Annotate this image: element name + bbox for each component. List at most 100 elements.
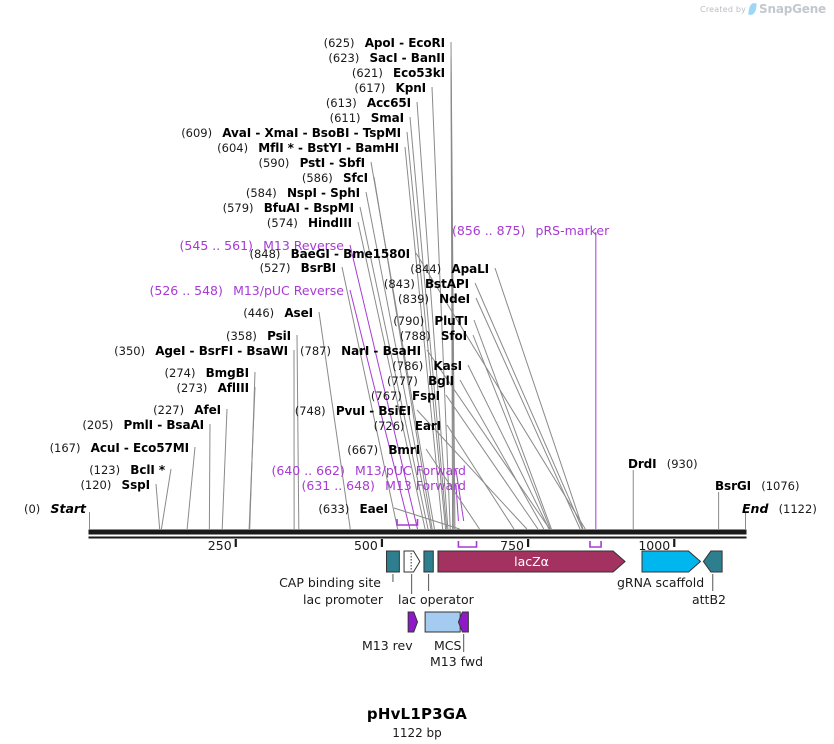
enzyme-label-Acc65I[interactable]: (613) Acc65I bbox=[326, 94, 411, 110]
primer-label-prs-marker[interactable]: (856 .. 875) pRS-marker bbox=[452, 222, 609, 238]
leader-line bbox=[455, 469, 465, 522]
enzyme-label-KasI[interactable]: (786) KasI bbox=[392, 357, 462, 373]
enzyme-label-BmrI[interactable]: (667) BmrI bbox=[347, 441, 420, 457]
caption-grna-scaffold[interactable]: gRNA scaffold bbox=[617, 575, 705, 590]
enzyme-separator: - bbox=[153, 418, 167, 432]
enzyme-label-BsrGI[interactable]: BsrGI (1076) bbox=[715, 477, 799, 493]
leader-line bbox=[416, 409, 528, 530]
primer-label-m13-reverse[interactable]: (545 .. 561) M13 Reverse bbox=[180, 237, 344, 253]
leader-line bbox=[221, 408, 228, 530]
leader-line bbox=[472, 334, 551, 530]
enzyme-label-PsiI[interactable]: (358) PsiI bbox=[226, 327, 291, 343]
enzyme-label-FspI[interactable]: (767) FspI bbox=[371, 387, 440, 403]
leader-line bbox=[318, 311, 351, 530]
enzyme-label-NdeI[interactable]: (839) NdeI bbox=[398, 290, 470, 306]
primer-label-m13-puc-reverse[interactable]: (526 .. 548) M13/pUC Reverse bbox=[150, 282, 344, 298]
enzyme-label-Eco53kI[interactable]: (621) Eco53kI bbox=[352, 64, 445, 80]
enzyme-label-AvaI[interactable]: (609) AvaI - XmaI - BsoBI - TspMI bbox=[181, 124, 401, 140]
caption-lac-operator[interactable]: lac operator bbox=[398, 592, 474, 607]
enzyme-separator: - bbox=[298, 126, 312, 140]
enzyme-name: BstYI bbox=[307, 141, 342, 155]
snapgene-leaf-icon bbox=[748, 2, 757, 16]
enzyme-name: FspI bbox=[412, 389, 440, 403]
enzyme-label-HindIII[interactable]: (574) HindIII bbox=[267, 214, 352, 230]
primer-feature-MCS bbox=[424, 611, 461, 633]
terminal-label: End bbox=[742, 501, 769, 516]
enzyme-name: AgeI bbox=[155, 344, 186, 358]
enzyme-label-ApaLI[interactable]: (844) ApaLI bbox=[410, 260, 489, 276]
enzyme-name: SbfI bbox=[338, 156, 365, 170]
enzyme-label-NarI[interactable]: (787) NarI - BsaHI bbox=[300, 342, 421, 358]
enzyme-separator: - bbox=[251, 126, 265, 140]
feature-lacoperator bbox=[423, 550, 434, 573]
enzyme-position: (839) bbox=[398, 292, 429, 306]
enzyme-label-BmgBI[interactable]: (274) BmgBI bbox=[165, 364, 250, 380]
enzyme-position: (844) bbox=[410, 262, 442, 276]
enzyme-label-SacI[interactable]: (623) SacI - BanII bbox=[328, 49, 445, 65]
enzyme-name: BaeGI bbox=[290, 247, 330, 261]
caption-cap-binding-site[interactable]: CAP binding site bbox=[279, 575, 381, 590]
feature-lacpromoter bbox=[403, 550, 421, 573]
leader-line bbox=[248, 386, 256, 530]
leader-line bbox=[446, 424, 515, 530]
leader-line bbox=[341, 266, 399, 530]
feature-gRNAscaffold bbox=[641, 550, 702, 573]
snapgene-watermark: Created by SnapGene bbox=[700, 2, 826, 16]
enzyme-label-DrdI[interactable]: DrdI (930) bbox=[628, 455, 698, 471]
enzyme-label-SfoI[interactable]: (788) SfoI bbox=[400, 327, 467, 343]
enzyme-position: (623) bbox=[328, 51, 360, 65]
caption-m13-fwd[interactable]: M13 fwd bbox=[430, 654, 484, 669]
enzyme-position: (726) bbox=[373, 419, 405, 433]
plasmid-length: 1122 bp bbox=[392, 726, 442, 740]
enzyme-label-ApoI[interactable]: (625) ApoI - EcoRI bbox=[324, 34, 446, 50]
primer-name: M13 Reverse bbox=[263, 238, 344, 253]
leader-lines bbox=[89, 41, 746, 530]
enzyme-label-NspI[interactable]: (584) NspI - SphI bbox=[246, 184, 360, 200]
terminal-start[interactable]: (0) Start bbox=[24, 500, 86, 516]
enzyme-name: Eco57MI bbox=[133, 441, 189, 455]
ruler-tick-label-250: 250 bbox=[207, 538, 232, 553]
enzyme-label-MflI[interactable]: (604) MflI * - BstYI - BamHI bbox=[217, 139, 399, 155]
caption-attb2[interactable]: attB2 bbox=[692, 592, 726, 607]
enzyme-label-KpnI[interactable]: (617) KpnI bbox=[354, 79, 426, 95]
leader-line bbox=[474, 282, 583, 530]
enzyme-label-AcuI[interactable]: (167) AcuI - Eco57MI bbox=[50, 439, 190, 455]
enzyme-label-PluTI[interactable]: (790) PluTI bbox=[393, 312, 468, 328]
enzyme-label-PstI[interactable]: (590) PstI - SbfI bbox=[258, 154, 365, 170]
enzyme-label-BstAPI[interactable]: (843) BstAPI bbox=[384, 275, 469, 291]
primer-label-m13-puc-forward[interactable]: (640 .. 662) M13/pUC Forward bbox=[271, 462, 466, 478]
leader-line bbox=[359, 206, 429, 530]
enzyme-position: (205) bbox=[82, 418, 114, 432]
enzyme-label-BaeGI[interactable]: (848) BaeGI - Bme1580I bbox=[249, 245, 410, 261]
leader-line bbox=[373, 176, 433, 530]
enzyme-name: BmrI bbox=[388, 443, 420, 457]
enzyme-label-BglI[interactable]: (777) BglI bbox=[387, 372, 454, 388]
enzyme-label-PvuI[interactable]: (748) PvuI - BsiEI bbox=[295, 402, 411, 418]
caption-mcs[interactable]: MCS bbox=[434, 638, 462, 653]
enzyme-name: EarI bbox=[414, 419, 441, 433]
enzyme-name: MflI * bbox=[258, 141, 294, 155]
enzyme-name: BsrFI bbox=[198, 344, 234, 358]
enzyme-label-BfuAI[interactable]: (579) BfuAI - BspMI bbox=[223, 199, 355, 215]
enzyme-label-BsrBI[interactable]: (527) BsrBI bbox=[260, 259, 337, 275]
enzyme-label-PmlI[interactable]: (205) PmlI - BsaAI bbox=[82, 416, 204, 432]
enzyme-label-SfcI[interactable]: (586) SfcI bbox=[302, 169, 368, 185]
enzyme-label-AseI[interactable]: (446) AseI bbox=[243, 304, 313, 320]
enzyme-separator: - bbox=[369, 344, 383, 358]
enzyme-label-AgeI[interactable]: (350) AgeI - BsrFI - BsaWI bbox=[114, 342, 288, 358]
enzyme-label-SspI[interactable]: (120) SspI bbox=[80, 476, 150, 492]
terminal-end[interactable]: End (1122) bbox=[742, 500, 817, 516]
enzyme-label-EaeI[interactable]: (633) EaeI bbox=[318, 500, 388, 516]
caption-m13-rev[interactable]: M13 rev bbox=[362, 638, 413, 653]
caption-lac-promoter[interactable]: lac promoter bbox=[303, 592, 383, 607]
enzyme-label-AfeI[interactable]: (227) AfeI bbox=[153, 401, 221, 417]
leader-line bbox=[459, 379, 545, 530]
enzyme-label-EarI[interactable]: (726) EarI bbox=[374, 417, 441, 433]
primer-label-m13-forward[interactable]: (631 .. 648) M13 Forward bbox=[302, 477, 466, 493]
enzyme-name: EaeI bbox=[359, 502, 389, 516]
enzyme-label-AflIII[interactable]: (273) AflIII bbox=[176, 379, 249, 395]
enzyme-label-SmaI[interactable]: (611) SmaI bbox=[330, 109, 405, 125]
enzyme-position: (790) bbox=[393, 314, 425, 328]
enzyme-position: (667) bbox=[347, 443, 379, 457]
enzyme-label-BclI[interactable]: (123) BclI * bbox=[89, 461, 165, 477]
